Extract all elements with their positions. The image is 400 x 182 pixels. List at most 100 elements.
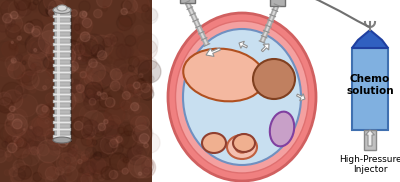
Polygon shape bbox=[352, 30, 388, 48]
Circle shape bbox=[120, 45, 134, 58]
Circle shape bbox=[32, 115, 52, 136]
Circle shape bbox=[6, 122, 10, 126]
Circle shape bbox=[34, 49, 37, 52]
Circle shape bbox=[55, 27, 61, 33]
Circle shape bbox=[9, 42, 17, 49]
Circle shape bbox=[91, 44, 105, 58]
Circle shape bbox=[8, 109, 28, 128]
Circle shape bbox=[69, 61, 78, 71]
Bar bbox=[54, 37, 70, 38]
Circle shape bbox=[73, 15, 93, 35]
Circle shape bbox=[119, 122, 133, 136]
Circle shape bbox=[37, 140, 60, 163]
Circle shape bbox=[68, 162, 89, 182]
Circle shape bbox=[61, 49, 75, 63]
Circle shape bbox=[0, 97, 13, 113]
Ellipse shape bbox=[53, 137, 71, 143]
Circle shape bbox=[89, 98, 96, 105]
Circle shape bbox=[109, 170, 118, 179]
Circle shape bbox=[113, 37, 118, 42]
Circle shape bbox=[34, 117, 53, 136]
Circle shape bbox=[65, 141, 68, 145]
Circle shape bbox=[6, 120, 28, 143]
Circle shape bbox=[33, 7, 37, 12]
Circle shape bbox=[59, 159, 67, 167]
Circle shape bbox=[138, 60, 161, 83]
Circle shape bbox=[91, 58, 111, 78]
Circle shape bbox=[31, 147, 39, 155]
Circle shape bbox=[21, 69, 38, 86]
Circle shape bbox=[86, 58, 95, 67]
Circle shape bbox=[81, 134, 93, 146]
Circle shape bbox=[53, 94, 76, 117]
Circle shape bbox=[42, 23, 64, 45]
Circle shape bbox=[32, 29, 40, 37]
Circle shape bbox=[0, 92, 11, 105]
Circle shape bbox=[15, 132, 38, 155]
Circle shape bbox=[81, 174, 92, 182]
Circle shape bbox=[94, 9, 102, 18]
Circle shape bbox=[45, 131, 53, 139]
Circle shape bbox=[96, 93, 104, 101]
Circle shape bbox=[120, 154, 128, 161]
Circle shape bbox=[27, 127, 36, 136]
Circle shape bbox=[103, 38, 112, 47]
Circle shape bbox=[139, 134, 149, 143]
Bar bbox=[53, 135, 71, 138]
FancyArrow shape bbox=[366, 130, 374, 146]
Circle shape bbox=[93, 138, 112, 158]
Circle shape bbox=[118, 127, 124, 134]
Circle shape bbox=[122, 168, 128, 174]
Circle shape bbox=[48, 143, 61, 155]
Ellipse shape bbox=[253, 59, 295, 99]
Circle shape bbox=[138, 172, 142, 175]
Circle shape bbox=[120, 131, 137, 149]
Circle shape bbox=[94, 113, 112, 131]
Circle shape bbox=[110, 69, 122, 80]
Circle shape bbox=[0, 149, 4, 157]
Circle shape bbox=[12, 119, 22, 129]
Circle shape bbox=[8, 139, 20, 151]
Circle shape bbox=[123, 168, 129, 175]
Circle shape bbox=[57, 131, 70, 144]
Bar bbox=[364, 130, 376, 150]
Bar bbox=[53, 36, 71, 39]
Circle shape bbox=[90, 104, 98, 112]
Circle shape bbox=[132, 140, 150, 158]
Circle shape bbox=[10, 22, 29, 41]
Bar bbox=[53, 114, 71, 117]
FancyBboxPatch shape bbox=[270, 0, 284, 5]
Circle shape bbox=[126, 75, 145, 94]
Circle shape bbox=[116, 44, 132, 60]
FancyArrow shape bbox=[296, 94, 305, 101]
Circle shape bbox=[22, 61, 26, 65]
Circle shape bbox=[121, 72, 138, 90]
Circle shape bbox=[48, 136, 62, 150]
Circle shape bbox=[53, 159, 65, 172]
Circle shape bbox=[9, 106, 15, 112]
Circle shape bbox=[127, 147, 141, 160]
Circle shape bbox=[17, 139, 25, 147]
Circle shape bbox=[84, 34, 105, 55]
Circle shape bbox=[133, 105, 142, 113]
Circle shape bbox=[136, 79, 146, 90]
Circle shape bbox=[84, 82, 103, 100]
Bar bbox=[53, 29, 71, 32]
Circle shape bbox=[2, 41, 18, 58]
Circle shape bbox=[143, 122, 148, 127]
Circle shape bbox=[128, 92, 134, 98]
Circle shape bbox=[32, 70, 53, 91]
Circle shape bbox=[60, 48, 76, 63]
Circle shape bbox=[104, 141, 115, 152]
Circle shape bbox=[24, 23, 34, 33]
Circle shape bbox=[10, 11, 18, 19]
Circle shape bbox=[20, 54, 42, 76]
Circle shape bbox=[68, 66, 76, 73]
Circle shape bbox=[76, 34, 98, 56]
Circle shape bbox=[42, 106, 48, 112]
Circle shape bbox=[33, 172, 42, 181]
Circle shape bbox=[139, 74, 143, 78]
Circle shape bbox=[121, 8, 128, 15]
Circle shape bbox=[17, 36, 21, 40]
Circle shape bbox=[128, 56, 140, 68]
